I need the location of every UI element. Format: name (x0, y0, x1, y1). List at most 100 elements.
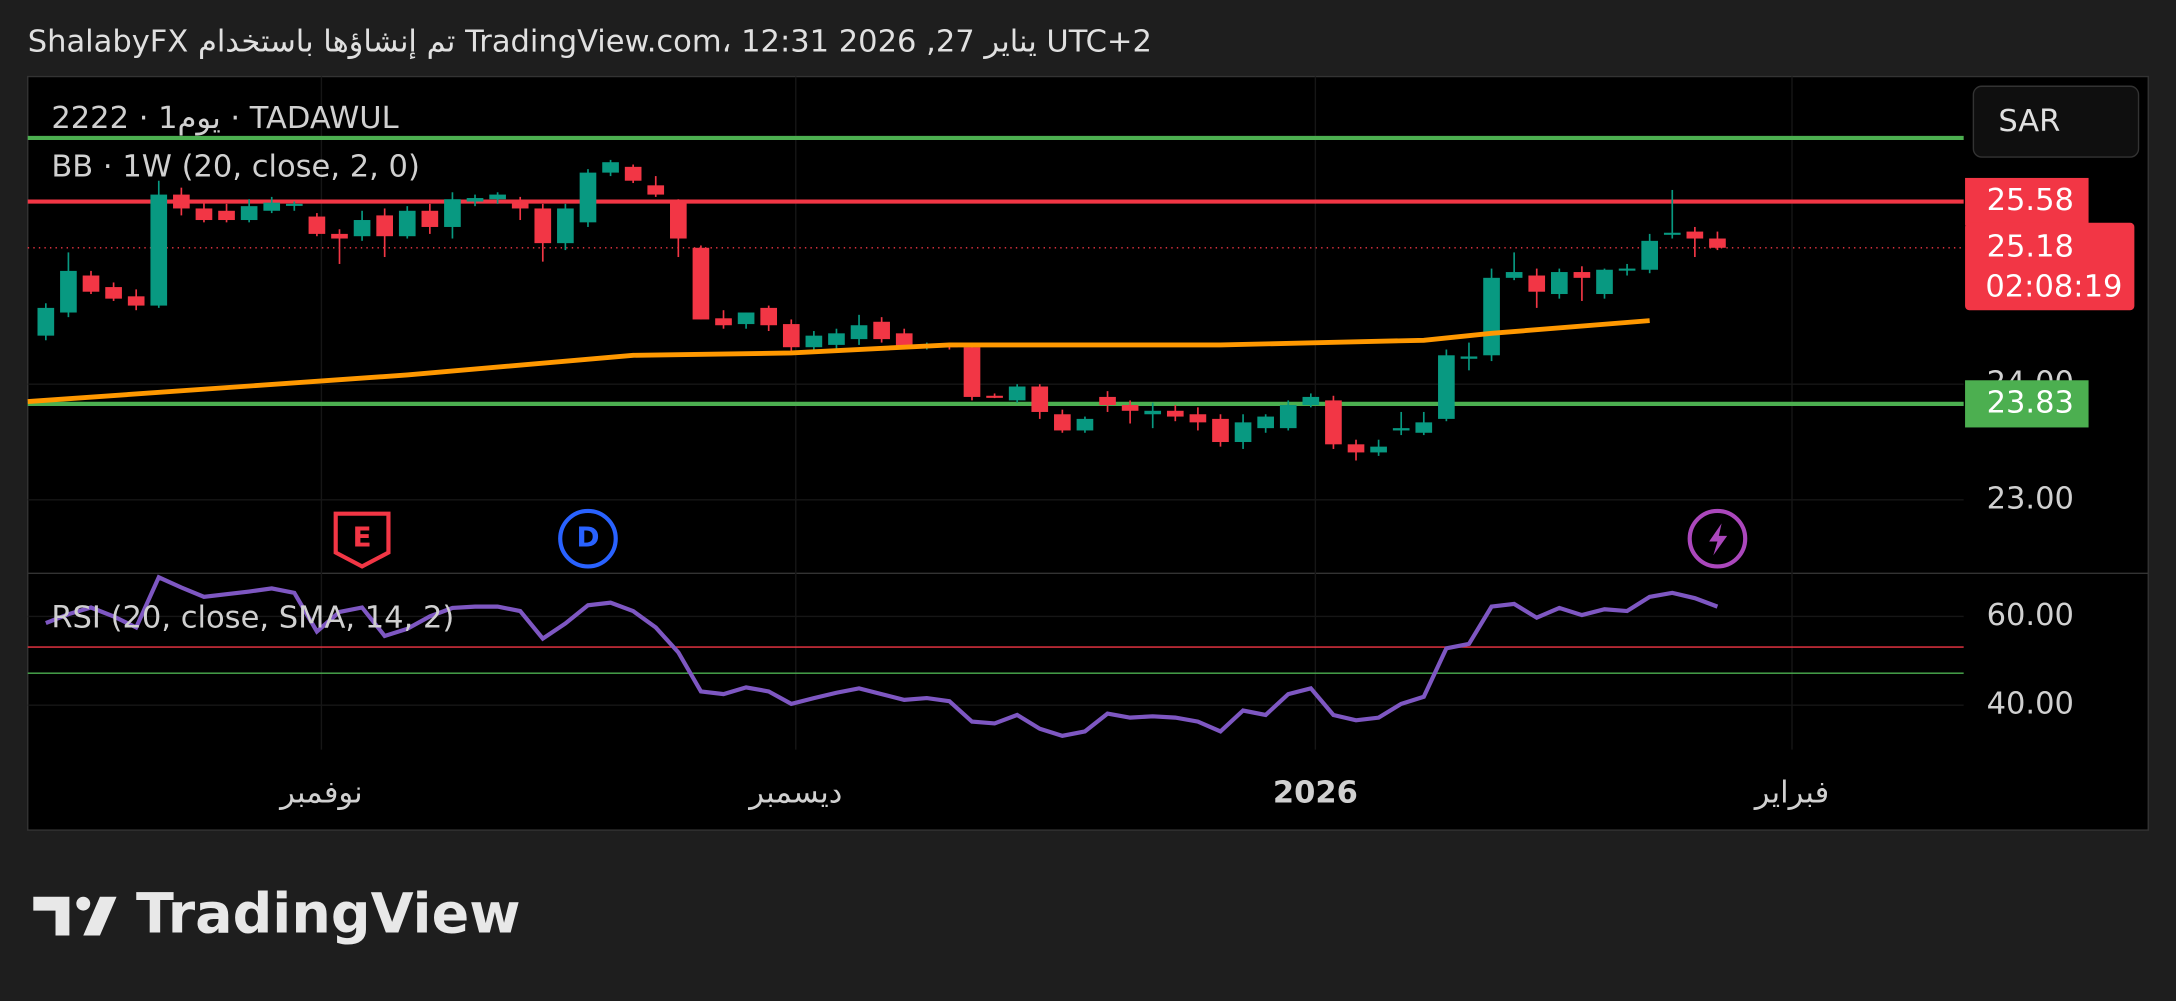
candle-body (647, 185, 665, 195)
bb-legend: BB · 1W (20, close, 2, 0) (51, 150, 420, 185)
candle-body (534, 208, 552, 244)
candle-body (828, 333, 845, 345)
candle-body (421, 210, 439, 227)
candle-body (715, 318, 732, 326)
event-marker (1687, 508, 1748, 569)
candle-body (963, 347, 981, 397)
countdown-label: 02:08:19 (1985, 270, 2122, 305)
candle-body (670, 202, 687, 239)
x-tick-label: ديسمبر (747, 776, 842, 811)
candle-body (737, 312, 755, 325)
candle-body (173, 194, 190, 209)
candle-body (37, 307, 55, 336)
candle-body (624, 166, 642, 181)
candle-body (1347, 444, 1365, 453)
candle-body (1392, 428, 1410, 431)
candle-body (1279, 405, 1297, 429)
candle-body (511, 201, 529, 209)
brand-name: TradingView (136, 882, 521, 947)
price-label: 25.58 (1987, 183, 2074, 218)
rsi-tick-label: 40.00 (1987, 687, 2074, 722)
candle-body (850, 325, 868, 340)
candle-body (1663, 232, 1681, 235)
candle-body (1709, 238, 1726, 248)
logo-mark (33, 896, 70, 936)
candle-body (1596, 269, 1613, 295)
header-text: ShalabyFX تم إنشاؤها باستخدام TradingVie… (28, 25, 1152, 60)
candle-body (1076, 418, 1094, 431)
candle-body (218, 210, 235, 221)
plot-layer: نوفمبرديسمبر2026فبراير23.0024.0060.0040.… (27, 76, 2135, 811)
candle-body (1212, 418, 1229, 443)
candle-body (263, 202, 281, 211)
candle-body (1618, 268, 1636, 271)
rsi-legend: RSI (20, close, SMA, 14, 2) (51, 601, 454, 636)
logo-mark (83, 896, 117, 936)
x-tick-label: نوفمبر (278, 776, 363, 811)
candle-body (1370, 446, 1387, 453)
candle-body (557, 208, 574, 244)
candle-body (398, 210, 416, 237)
event-icon (1709, 523, 1728, 556)
price-label: 23.83 (1987, 385, 2074, 420)
logo-mark (76, 896, 91, 911)
candle-body (150, 194, 168, 306)
candle-body (60, 270, 77, 313)
candle-body (1031, 386, 1049, 412)
event-marker (333, 511, 391, 569)
event-label: D (576, 521, 599, 554)
candle-body (760, 307, 778, 326)
candle-body (1325, 400, 1342, 445)
chart-area (27, 75, 2149, 831)
candle-body (127, 296, 145, 306)
candle-body (308, 216, 326, 234)
candle-body (1415, 422, 1433, 433)
price-label-box (1965, 177, 2089, 226)
candle-body (692, 247, 710, 320)
candle-body (489, 194, 506, 200)
candle-body (1144, 410, 1162, 415)
candle-body (82, 275, 100, 292)
candle-body (1257, 416, 1274, 429)
candle-body (1550, 272, 1568, 295)
candle-body (195, 208, 213, 221)
candle-body (1189, 414, 1207, 423)
candle-body (1054, 414, 1071, 431)
candle-body (105, 287, 122, 299)
x-tick-label: فبراير (1753, 776, 1829, 811)
event-label: E (353, 521, 372, 554)
brand-logo (33, 896, 117, 936)
y-tick-label: 23.00 (1987, 481, 2074, 516)
symbol-legend: 2222 · 1يوم · TADAWUL (51, 101, 398, 136)
price-label-box (1965, 380, 2089, 428)
candle-body (285, 203, 303, 206)
candle-body (602, 162, 619, 173)
candle-body (1302, 396, 1320, 406)
candle-body (1166, 410, 1184, 417)
candle-body (1505, 272, 1523, 278)
candle-body (1460, 356, 1478, 359)
candle-body (1573, 272, 1591, 278)
candle-body (1438, 355, 1455, 419)
last-price-box (1965, 222, 2135, 311)
candle-body (353, 220, 371, 237)
currency-button[interactable] (1972, 85, 2140, 158)
candle-body (986, 395, 1003, 398)
last-price-label: 25.18 (1987, 229, 2074, 264)
candle-body (466, 198, 484, 202)
candle-body (895, 333, 913, 348)
candle-body (1121, 405, 1139, 411)
candle-body (240, 206, 258, 221)
x-tick-label: 2026 (1273, 776, 1358, 811)
candle-body (1528, 275, 1546, 292)
candle-body (1099, 396, 1116, 406)
event-marker (558, 508, 618, 569)
candle-body (1641, 240, 1659, 270)
rsi-tick-label: 60.00 (1987, 598, 2074, 633)
candle-body (1686, 231, 1704, 239)
candle-body (376, 215, 393, 237)
candle-body (1008, 386, 1026, 401)
candle-body (444, 199, 461, 227)
candle-body (579, 172, 597, 223)
